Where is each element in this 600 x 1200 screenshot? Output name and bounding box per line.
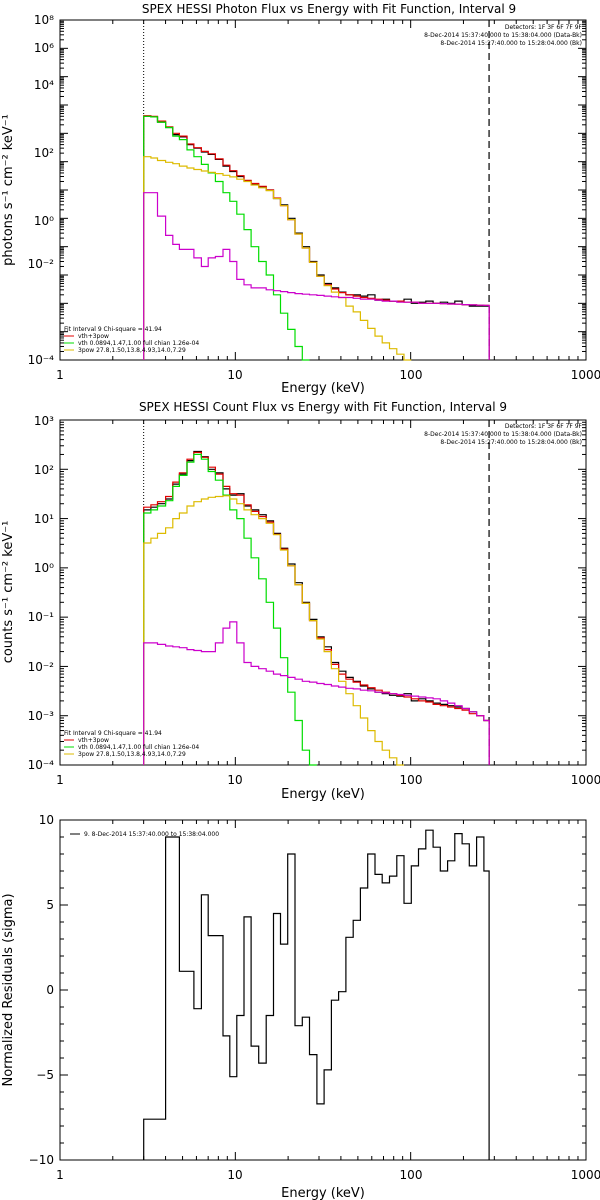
residuals-x-tick-100: 100 bbox=[400, 1168, 423, 1182]
residuals-y-tick-10: 10 bbox=[39, 813, 54, 827]
residuals-y-tick-m10: −10 bbox=[29, 1153, 54, 1167]
photon-flux-series-2 bbox=[143, 115, 310, 361]
count-flux-series-4 bbox=[143, 621, 490, 765]
count-flux-y-tick-1e-3: 10⁻³ bbox=[28, 709, 55, 723]
residuals-legend: 9. 8-Dec-2014 15:37:40.000 to 15:38:04.0… bbox=[70, 831, 219, 838]
photon-flux-axes: 1 10 100 1000 10⁻⁴ 10⁻² 10⁰ 10² 10⁴ 10⁶ … bbox=[28, 13, 600, 382]
count-flux-legend: Fit Interval 9 Chi-square = 41.94 vth+3p… bbox=[64, 730, 199, 758]
residuals-panel: 1 10 100 1000 −10 −5 0 5 10 Energy (keV)… bbox=[1, 813, 600, 1200]
residuals-x-tick-10: 10 bbox=[227, 1168, 242, 1182]
photon-flux-x-label: Energy (keV) bbox=[281, 381, 365, 396]
count-flux-x-tick-1000: 1000 bbox=[571, 773, 600, 787]
photon-flux-y-tick-1e8: 10⁸ bbox=[34, 13, 54, 27]
photon-flux-x-tick-100: 100 bbox=[400, 368, 423, 382]
count-flux-y-tick-1e0: 10⁰ bbox=[34, 561, 54, 575]
count-flux-info-bk-interval: 8-Dec-2014 15:27:40.000 to 15:28:04.000 … bbox=[440, 439, 582, 446]
residuals-x-tick-1: 1 bbox=[56, 1168, 64, 1182]
count-flux-legend-vth3pow: vth+3pow bbox=[78, 737, 109, 744]
count-flux-panel: SPEX HESSI Count Flux vs Energy with Fit… bbox=[1, 400, 600, 802]
photon-flux-y-tick-1e2: 10² bbox=[34, 146, 54, 160]
photon-flux-title: SPEX HESSI Photon Flux vs Energy with Fi… bbox=[142, 2, 516, 16]
residuals-series-0 bbox=[143, 829, 490, 1160]
count-flux-x-tick-1: 1 bbox=[56, 773, 64, 787]
residuals-y-tick-5: 5 bbox=[46, 898, 54, 912]
count-flux-x-tick-10: 10 bbox=[227, 773, 242, 787]
count-flux-y-tick-1e3: 10³ bbox=[34, 414, 54, 428]
photon-flux-panel: SPEX HESSI Photon Flux vs Energy with Fi… bbox=[1, 2, 600, 396]
count-flux-legend-fit-interval: Fit Interval 9 Chi-square = 41.94 bbox=[64, 730, 162, 737]
count-flux-y-tick-1e2: 10² bbox=[34, 463, 54, 477]
photon-flux-y-tick-1e4: 10⁴ bbox=[34, 78, 54, 92]
photon-flux-legend-vth3pow: vth+3pow bbox=[78, 333, 109, 340]
residuals-y-tick-m5: −5 bbox=[36, 1068, 54, 1082]
count-flux-y-label: counts s⁻¹ cm⁻² keV⁻¹ bbox=[1, 521, 16, 664]
photon-flux-y-tick-1e-4: 10⁻⁴ bbox=[28, 353, 55, 367]
photon-flux-info-bk-interval: 8-Dec-2014 15:27:40.000 to 15:28:04.000 … bbox=[440, 40, 582, 47]
photon-flux-y-tick-1e-2: 10⁻² bbox=[28, 257, 55, 271]
photon-flux-legend-fit-interval: Fit Interval 9 Chi-square = 41.94 bbox=[64, 326, 162, 333]
count-flux-info-data-interval: 8-Dec-2014 15:37:40.000 to 15:38:04.000 … bbox=[424, 431, 582, 438]
photon-flux-y-tick-1e0: 10⁰ bbox=[34, 214, 54, 228]
photon-flux-series-3 bbox=[143, 156, 412, 361]
count-flux-x-label: Energy (keV) bbox=[281, 787, 365, 802]
photon-flux-legend-3pow: 3pow 27.8,1.50,13.8,4.93,14.0,7.29 bbox=[78, 347, 186, 354]
count-flux-title: SPEX HESSI Count Flux vs Energy with Fit… bbox=[139, 400, 507, 414]
count-flux-y-tick-1e-2: 10⁻² bbox=[28, 660, 55, 674]
count-flux-legend-3pow: 3pow 27.8,1.50,13.8,4.93,14.0,7.29 bbox=[78, 751, 186, 758]
residuals-legend-text: 9. 8-Dec-2014 15:37:40.000 to 15:38:04.0… bbox=[84, 831, 219, 838]
photon-flux-series-4 bbox=[143, 192, 490, 360]
photon-flux-info-detectors: Detectors: 1F 3F 6F 7F 9F bbox=[505, 24, 583, 31]
photon-flux-y-tick-1e6: 10⁶ bbox=[34, 41, 54, 55]
count-flux-y-tick-1e-1: 10⁻¹ bbox=[28, 610, 55, 624]
photon-flux-x-tick-10: 10 bbox=[227, 368, 242, 382]
count-flux-series-2 bbox=[143, 453, 317, 766]
photon-flux-legend-vth: vth 0.0894,1.47,1.00 full chian 1.26e-04 bbox=[78, 340, 199, 347]
count-flux-legend-vth: vth 0.0894,1.47,1.00 full chian 1.26e-04 bbox=[78, 744, 199, 751]
count-flux-plot-frame bbox=[59, 419, 587, 766]
photon-flux-x-tick-1: 1 bbox=[56, 368, 64, 382]
count-flux-y-tick-1e-4: 10⁻⁴ bbox=[28, 758, 55, 772]
photon-flux-x-tick-1000: 1000 bbox=[571, 368, 600, 382]
residuals-y-tick-0: 0 bbox=[46, 983, 54, 997]
photon-flux-legend: Fit Interval 9 Chi-square = 41.94 vth+3p… bbox=[64, 326, 199, 354]
residuals-axes: 1 10 100 1000 −10 −5 0 5 10 bbox=[29, 813, 600, 1182]
photon-flux-info-data-interval: 8-Dec-2014 15:37:40.000 to 15:38:04.000 … bbox=[424, 32, 582, 39]
residuals-x-label: Energy (keV) bbox=[281, 1186, 365, 1200]
residuals-y-label: Normalized Residuals (sigma) bbox=[1, 893, 16, 1086]
photon-flux-y-label: photons s⁻¹ cm⁻² keV⁻¹ bbox=[1, 114, 16, 266]
count-flux-x-tick-100: 100 bbox=[400, 773, 423, 787]
count-flux-info-detectors: Detectors: 1F 3F 6F 7F 9F bbox=[505, 423, 583, 430]
residuals-x-tick-1000: 1000 bbox=[571, 1168, 600, 1182]
count-flux-axes: 1 10 100 1000 10⁻⁴ 10⁻³ 10⁻² 10⁻¹ 10⁰ 10… bbox=[28, 414, 600, 787]
count-flux-series-3 bbox=[143, 495, 404, 766]
count-flux-y-tick-1e1: 10¹ bbox=[34, 512, 54, 526]
